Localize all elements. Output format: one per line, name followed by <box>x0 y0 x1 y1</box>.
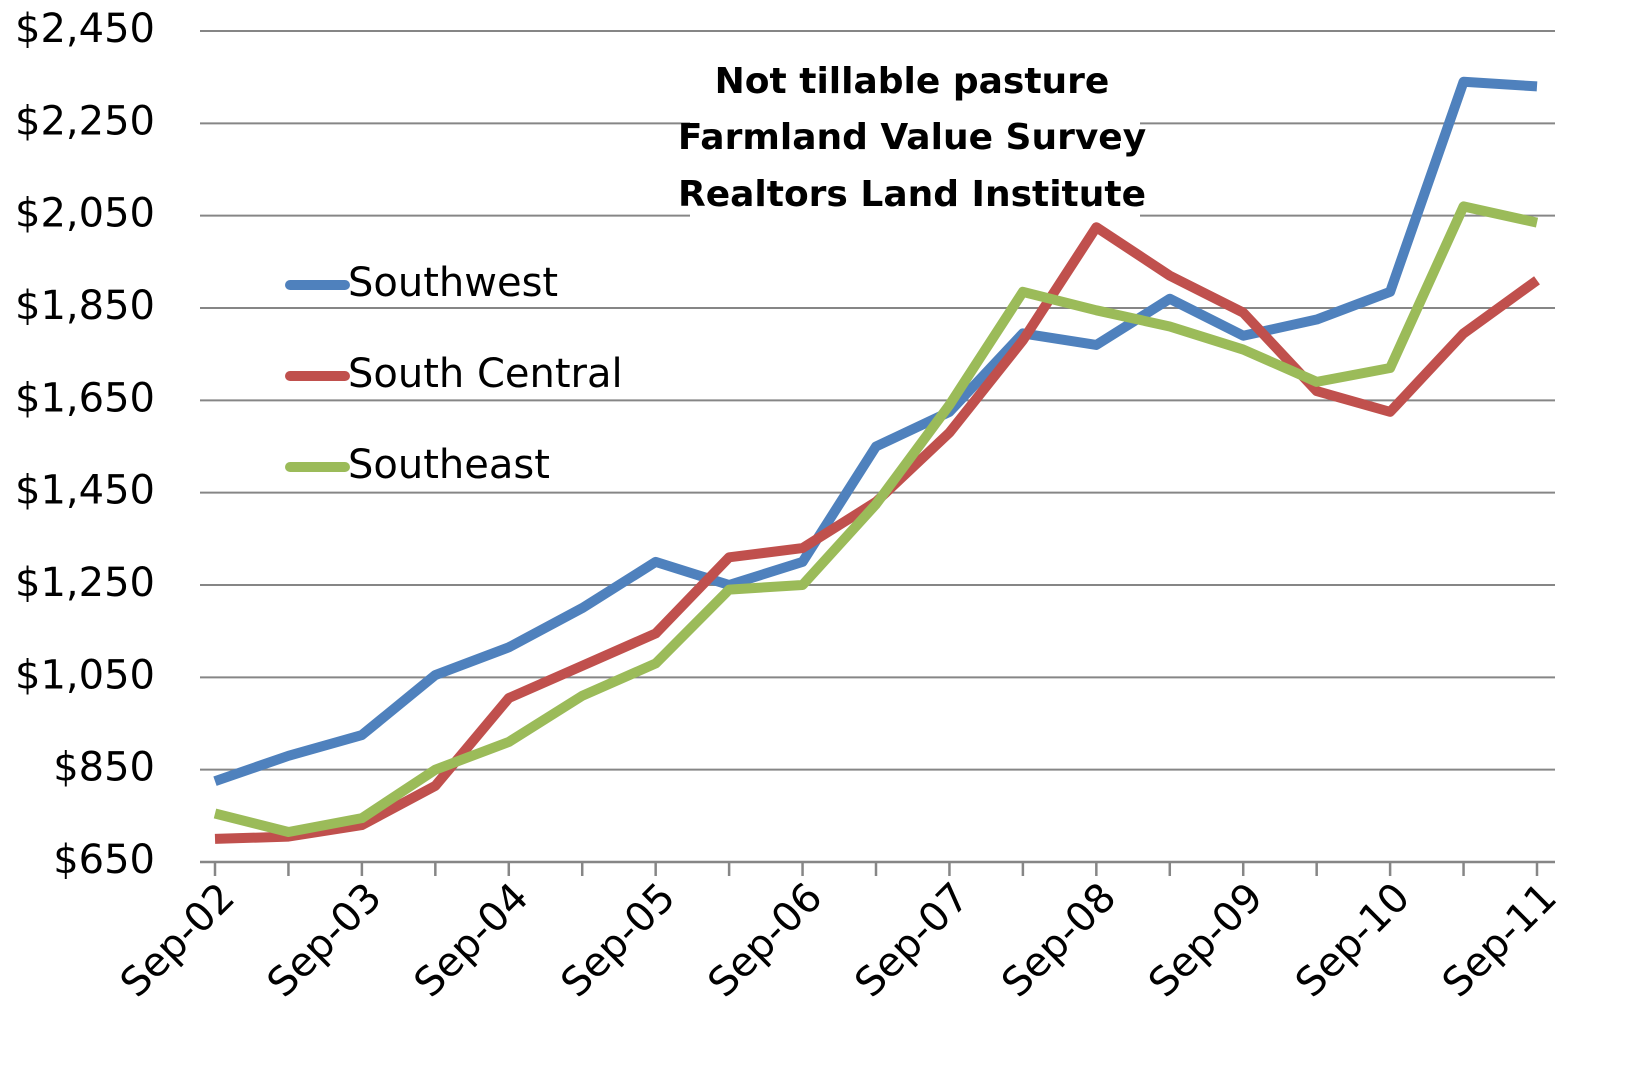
y-tick-label: $1,650 <box>15 375 155 421</box>
y-tick-label: $1,450 <box>15 468 155 514</box>
annotation-background <box>690 55 1140 220</box>
y-tick-label: $2,450 <box>15 6 155 52</box>
y-tick-label: $1,250 <box>15 560 155 606</box>
y-tick-label: $1,850 <box>15 283 155 329</box>
legend-label: Southeast <box>348 442 550 488</box>
x-tick-label: Sep-11 <box>1434 874 1566 1006</box>
annotation: Farmland Value Survey <box>678 117 1146 158</box>
y-tick-label: $2,050 <box>15 191 155 237</box>
x-tick-label: Sep-08 <box>993 874 1125 1006</box>
x-tick-label: Sep-04 <box>406 874 538 1006</box>
y-tick-label: $650 <box>53 837 155 883</box>
y-tick-label: $2,250 <box>15 98 155 144</box>
x-tick-label: Sep-03 <box>259 874 391 1006</box>
legend-label: Southwest <box>348 260 558 306</box>
x-tick-label: Sep-02 <box>112 874 244 1006</box>
series-line <box>214 222 1540 844</box>
x-tick-label: Sep-09 <box>1140 874 1272 1006</box>
x-tick-label: Sep-06 <box>699 874 831 1006</box>
x-tick-label: Sep-07 <box>846 874 978 1006</box>
series-line <box>213 76 1538 786</box>
y-tick-label: $850 <box>53 745 155 791</box>
annotation: Realtors Land Institute <box>678 174 1146 215</box>
series-line <box>213 201 1539 837</box>
annotation: Not tillable pasture <box>715 61 1110 102</box>
series-lines <box>213 76 1540 844</box>
y-tick-label: $1,050 <box>15 652 155 698</box>
x-tick-label: Sep-05 <box>552 874 684 1006</box>
x-tick-label: Sep-10 <box>1287 874 1419 1006</box>
legend-label: South Central <box>348 351 623 397</box>
